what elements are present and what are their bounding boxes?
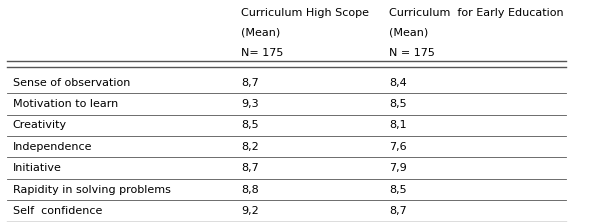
Text: 8,7: 8,7 bbox=[241, 78, 259, 88]
Text: Motivation to learn: Motivation to learn bbox=[13, 99, 118, 109]
Text: Initiative: Initiative bbox=[13, 163, 62, 173]
Text: 8,1: 8,1 bbox=[389, 120, 407, 130]
Text: 8,8: 8,8 bbox=[241, 184, 259, 194]
Text: Independence: Independence bbox=[13, 142, 92, 152]
Text: Curriculum High Scope: Curriculum High Scope bbox=[241, 8, 369, 18]
Text: 8,5: 8,5 bbox=[389, 99, 407, 109]
Text: 8,7: 8,7 bbox=[389, 206, 407, 216]
Text: 8,5: 8,5 bbox=[389, 184, 407, 194]
Text: 7,6: 7,6 bbox=[389, 142, 407, 152]
Text: 8,2: 8,2 bbox=[241, 142, 259, 152]
Text: N = 175: N = 175 bbox=[389, 48, 435, 58]
Text: Sense of observation: Sense of observation bbox=[13, 78, 130, 88]
Text: Rapidity in solving problems: Rapidity in solving problems bbox=[13, 184, 171, 194]
Text: 9,3: 9,3 bbox=[241, 99, 259, 109]
Text: N= 175: N= 175 bbox=[241, 48, 283, 58]
Text: Self  confidence: Self confidence bbox=[13, 206, 102, 216]
Text: Creativity: Creativity bbox=[13, 120, 67, 130]
Text: (Mean): (Mean) bbox=[241, 28, 280, 38]
Text: 8,4: 8,4 bbox=[389, 78, 407, 88]
Text: 9,2: 9,2 bbox=[241, 206, 259, 216]
Text: 7,9: 7,9 bbox=[389, 163, 407, 173]
Text: (Mean): (Mean) bbox=[389, 28, 428, 38]
Text: 8,5: 8,5 bbox=[241, 120, 259, 130]
Text: 8,7: 8,7 bbox=[241, 163, 259, 173]
Text: Curriculum  for Early Education: Curriculum for Early Education bbox=[389, 8, 564, 18]
